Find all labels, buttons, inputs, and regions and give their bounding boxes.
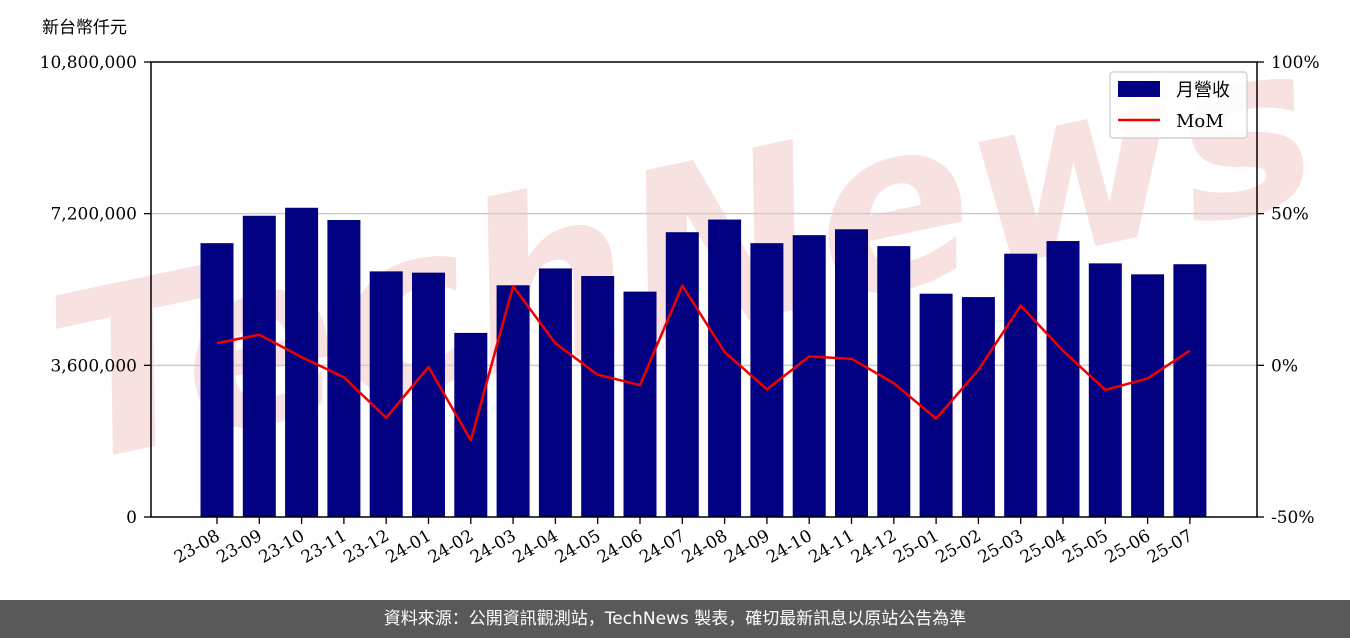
x-tick-label: 23-12 [340, 526, 392, 568]
bar-24-07 [665, 232, 699, 517]
bar-24-05 [581, 276, 615, 517]
bar-24-04 [538, 268, 572, 517]
legend-label-revenue: 月營收 [1176, 80, 1230, 101]
bar-23-12 [369, 271, 403, 517]
bar-23-08 [200, 243, 234, 517]
bar-24-11 [835, 229, 868, 517]
x-tick-label: 25-03 [975, 526, 1027, 568]
left-tick-label: 7,200,000 [50, 205, 137, 225]
x-tick-label: 25-06 [1102, 526, 1154, 568]
bar-23-09 [242, 215, 276, 518]
x-tick-label: 24-04 [509, 526, 561, 568]
legend-label-mom: MoM [1176, 111, 1224, 132]
bar-25-04 [1046, 241, 1080, 518]
plot-frame [150, 61, 1258, 518]
mom-series-line [216, 284, 1191, 442]
bar-24-12 [877, 246, 911, 517]
x-tick-label: 24-05 [552, 526, 604, 568]
bar-24-06 [623, 291, 657, 517]
y-axis-unit-label: 新台幣仟元 [42, 18, 127, 38]
left-tick-label: 10,800,000 [40, 53, 137, 73]
bar-24-10 [792, 235, 826, 517]
right-tick-label: 50% [1271, 205, 1309, 225]
x-tick-label: 24-10 [763, 526, 815, 568]
bar-25-06 [1131, 274, 1165, 517]
x-tick-label: 25-07 [1144, 526, 1196, 568]
bar-25-02 [961, 297, 995, 517]
x-tick-label: 23-08 [171, 526, 223, 568]
x-tick-label: 23-11 [298, 526, 350, 568]
x-tick-label: 24-06 [594, 526, 646, 568]
x-tick-label: 24-07 [636, 526, 688, 568]
bar-25-07 [1173, 264, 1207, 517]
x-tick-label: 24-03 [467, 526, 519, 568]
x-tick-label: 24-02 [425, 526, 477, 568]
source-footer: 資料來源：公開資訊觀測站，TechNews 製表，確切最新訊息以原站公告為準 [0, 600, 1350, 638]
x-tick-label: 24-09 [721, 526, 773, 568]
right-tick-label: 0% [1271, 356, 1298, 376]
x-tick-label: 24-01 [383, 526, 435, 568]
bar-24-08 [708, 219, 742, 517]
bar-23-11 [327, 219, 361, 517]
x-tick-label: 25-02 [932, 526, 984, 568]
x-tick-label: 23-10 [256, 526, 308, 568]
x-tick-label: 25-01 [890, 526, 942, 568]
bar-24-01 [412, 272, 445, 517]
x-tick-label: 24-12 [848, 526, 900, 568]
axes: 新台幣仟元 0 3,600,000 7,200,000 10,800,000 -50% 0%… [40, 18, 1320, 568]
bar-25-03 [1004, 253, 1038, 517]
revenue-chart: TechNews 新台幣仟元03,600,0007,200,00010,800,… [29, 0, 1338, 568]
revenue-bars [200, 207, 1207, 518]
bar-24-02 [454, 332, 488, 517]
left-tick-label: 0 [126, 508, 137, 528]
legend: 月營收 MoM [1109, 71, 1248, 139]
x-tick-label: 25-04 [1017, 526, 1069, 568]
x-tick-label: 24-11 [806, 526, 858, 568]
legend-bar-swatch [1118, 81, 1160, 97]
x-tick-label: 25-05 [1059, 526, 1111, 568]
x-tick-label: 24-08 [679, 526, 731, 568]
left-tick-label: 3,600,000 [50, 356, 137, 376]
mom-line [216, 284, 1191, 442]
right-tick-label: 100% [1271, 53, 1320, 73]
x-tick-label: 23-09 [213, 526, 265, 568]
right-tick-label: -50% [1271, 508, 1315, 528]
bar-24-03 [496, 285, 530, 517]
